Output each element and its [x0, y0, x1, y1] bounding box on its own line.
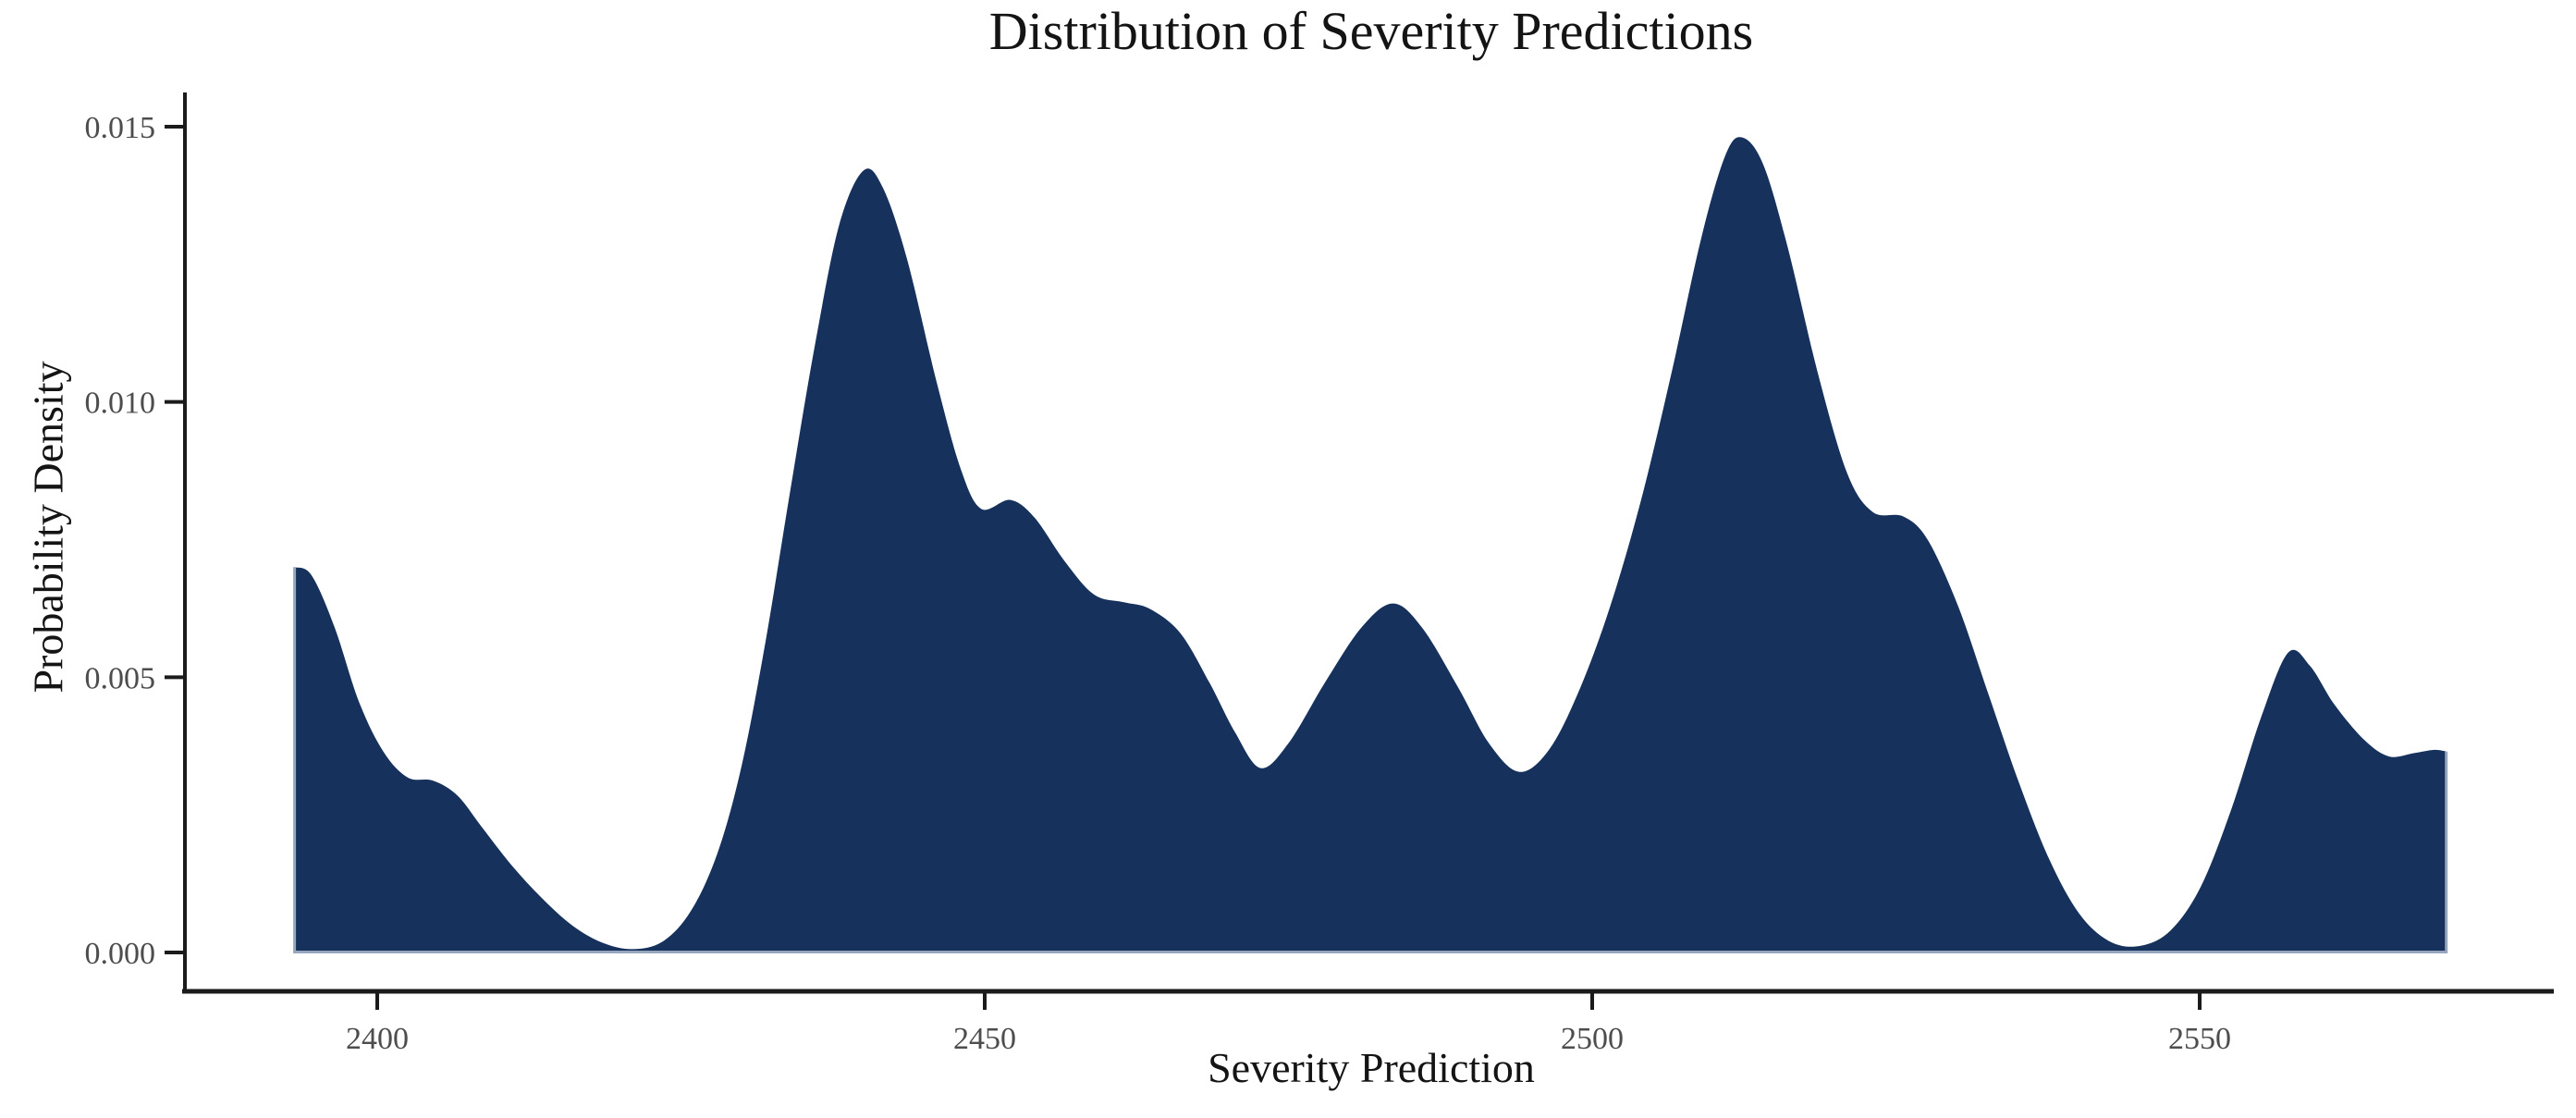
- x-tick-label: 2400: [346, 1022, 409, 1056]
- density-area: [294, 137, 2447, 952]
- y-tick-label: 0.000: [85, 937, 156, 971]
- x-axis-title: Severity Prediction: [1208, 1044, 1535, 1091]
- x-tick-label: 2500: [1561, 1022, 1624, 1056]
- chart-title: Distribution of Severity Predictions: [988, 1, 1754, 61]
- y-tick-label: 0.010: [85, 387, 156, 421]
- density-baseline-stroke: [293, 567, 2448, 953]
- x-tick-label: 2450: [953, 1022, 1016, 1056]
- x-tick-label: 2550: [2168, 1022, 2231, 1056]
- axis-ticks: 0.000 0.005 0.010 0.015 2400 2450 2500 2550: [85, 111, 2232, 1056]
- y-tick-label: 0.005: [85, 661, 156, 695]
- y-tick-label: 0.015: [85, 111, 156, 145]
